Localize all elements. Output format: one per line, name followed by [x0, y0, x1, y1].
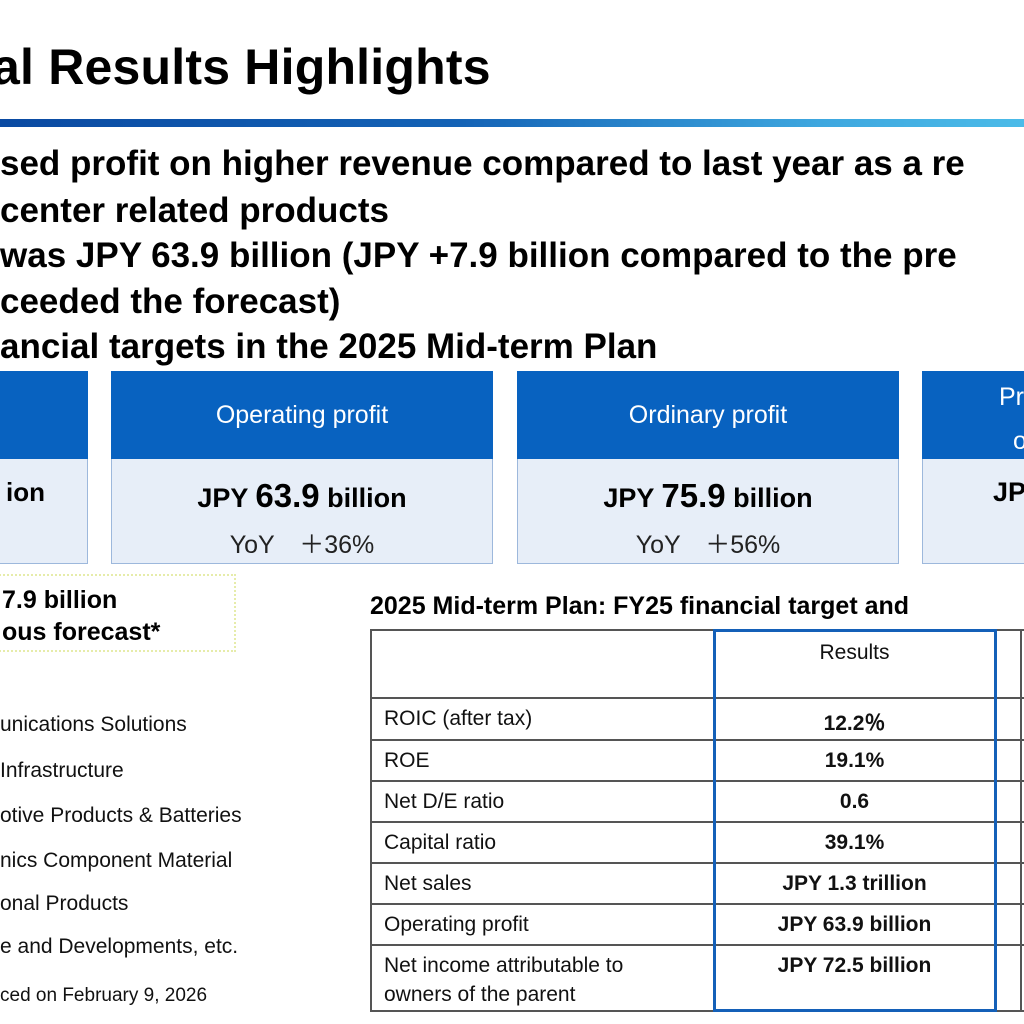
card-value-prefix: JPY [197, 483, 256, 513]
card-header: Pr o [922, 371, 1024, 459]
card-yoy: YoY ＋36% [229, 531, 375, 559]
table-row-label-line-2: owners of the parent [384, 983, 576, 1006]
card-title: Ordinary profit [628, 401, 788, 429]
table-rule [370, 1010, 1024, 1012]
net-income-card: Pr o JP [922, 371, 1024, 564]
table-row-label: Capital ratio [384, 831, 497, 854]
table-rule [370, 629, 1024, 631]
table-rule [370, 629, 372, 1012]
card-header: Ordinary profit [517, 371, 899, 459]
table-row-result: 0.6 [839, 790, 870, 813]
card-title-line-1: Pr [999, 383, 1024, 411]
table-rule [370, 944, 1024, 946]
card-value-suffix: ion [6, 477, 45, 507]
table-rule [370, 821, 1024, 823]
table-row-label: Operating profit [384, 913, 529, 936]
card-header [0, 371, 88, 459]
segment-item: e and Developments, etc. [0, 935, 239, 958]
table-rule [370, 739, 1024, 741]
card-body: JP [922, 459, 1024, 564]
segment-item: unications Solutions [0, 713, 187, 736]
title-gradient-bar [0, 119, 1024, 127]
segment-item: Infrastructure [0, 759, 124, 782]
table-rule [370, 697, 1024, 699]
bullet-line-1: sed profit on higher revenue compared to… [0, 144, 965, 183]
table-rule [370, 862, 1024, 864]
table-rule [1020, 629, 1022, 1012]
segment-item: nics Component Material [0, 849, 233, 872]
table-row-result: 39.1% [824, 831, 885, 854]
card-value-number: 63.9 [255, 477, 320, 514]
operating-profit-card: Operating profit JPY 63.9 billion YoY ＋3… [111, 371, 493, 564]
table-row-label: ROE [384, 749, 430, 772]
table-rule [370, 780, 1024, 782]
table-row-result: JPY 72.5 billion [777, 954, 932, 977]
table-row-result: 12.2％ [823, 712, 886, 735]
card-body: JPY 75.9 billion YoY ＋56% [517, 459, 899, 564]
footnote: ced on February 9, 2026 [0, 985, 208, 1006]
card-yoy: YoY ＋56% [635, 531, 781, 559]
note-line-2: ous forecast* [2, 618, 161, 646]
table-row-label: Net sales [384, 872, 472, 895]
results-column-header: Results [819, 641, 890, 664]
ordinary-profit-card: Ordinary profit JPY 75.9 billion YoY ＋56… [517, 371, 899, 564]
segment-item: onal Products [0, 892, 129, 915]
table-row-label: Net income attributable to [384, 954, 624, 977]
table-row-result: 19.1% [824, 749, 885, 772]
table-row-result: JPY 1.3 trillion [782, 872, 927, 895]
note-line-1: 7.9 billion [2, 586, 118, 614]
card-body: JPY 63.9 billion YoY ＋36% [111, 459, 493, 564]
card-title: Operating profit [215, 401, 389, 429]
page-title: al Results Highlights [0, 39, 491, 95]
card-value-suffix: billion [319, 483, 407, 513]
card-title-line-2: o [1013, 427, 1024, 455]
net-sales-card: ion [0, 371, 88, 564]
forecast-note-box: 7.9 billion ous forecast* [0, 574, 236, 652]
table-title: 2025 Mid-term Plan: FY25 financial targe… [370, 592, 910, 620]
card-body: ion [0, 459, 88, 564]
table-row-label: ROIC (after tax) [384, 707, 533, 730]
card-header: Operating profit [111, 371, 493, 459]
card-value-prefix: JP [993, 477, 1024, 507]
card-value: ion [6, 477, 45, 508]
card-value-prefix: JPY [603, 483, 662, 513]
card-value: JPY 75.9 billion [518, 477, 898, 515]
bullet-line-2: center related products [0, 191, 389, 230]
table-rule [370, 903, 1024, 905]
card-value: JPY 63.9 billion [112, 477, 492, 515]
table-row-result: JPY 63.9 billion [777, 913, 932, 936]
card-value-number: 75.9 [661, 477, 726, 514]
bullet-line-4: ceeded the forecast) [0, 282, 341, 321]
segment-item: otive Products & Batteries [0, 804, 242, 827]
bullet-line-3: was JPY 63.9 billion (JPY +7.9 billion c… [0, 236, 957, 275]
table-row-label: Net D/E ratio [384, 790, 505, 813]
card-value-suffix: billion [725, 483, 813, 513]
results-column-highlight [713, 629, 997, 1012]
bullet-line-5: ancial targets in the 2025 Mid-term Plan [0, 327, 658, 366]
